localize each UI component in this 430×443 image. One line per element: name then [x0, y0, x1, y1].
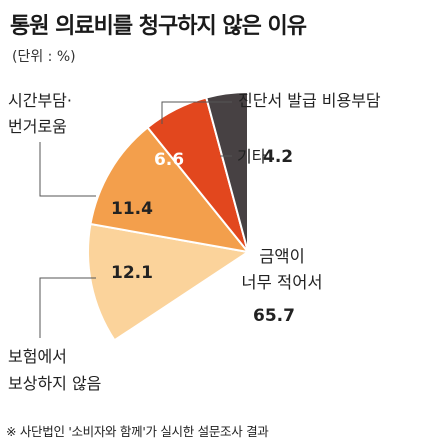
slice-label-4: 진단서 발급 비용부담 [238, 91, 381, 110]
unit-label: (단위 : %) [12, 49, 76, 65]
slice-value-3: 11.4 [111, 199, 153, 219]
pie-slice-3 [89, 126, 251, 254]
pie-slice-5 [205, 90, 249, 253]
slice-value-1: 65.7 [253, 306, 295, 326]
pie-slice-2 [87, 222, 251, 342]
slice-label-1-line-2: 너무 적어서 [241, 273, 322, 292]
slice-label-3-line-2: 번거로움 [8, 117, 67, 136]
slice-value-4: 6.6 [154, 150, 184, 170]
slice-label-3-line-1: 시간부담· [8, 91, 72, 110]
footnote: ※ 사단법인 '소비자와 함께'가 실시한 설문조사 결과 [6, 424, 269, 439]
slice-label-5: 기타 [237, 147, 267, 166]
pie-slices [87, 90, 410, 413]
slice-label-1-line-1: 금액이 [259, 247, 305, 266]
slice-label-2-line-1: 보험에서 [8, 347, 67, 366]
chart-title: 통원 의료비를 청구하지 않은 이유 [10, 14, 307, 39]
leader-line-2 [39, 277, 96, 338]
slice-value-5: 4.2 [263, 147, 293, 167]
slice-value-2: 12.1 [111, 263, 153, 283]
leader-line-3 [39, 142, 96, 197]
slice-label-2-line-2: 보상하지 않음 [8, 374, 101, 393]
pie-slice-1 [113, 90, 410, 413]
leader-line-4 [161, 101, 232, 124]
leader-lines [39, 101, 232, 338]
